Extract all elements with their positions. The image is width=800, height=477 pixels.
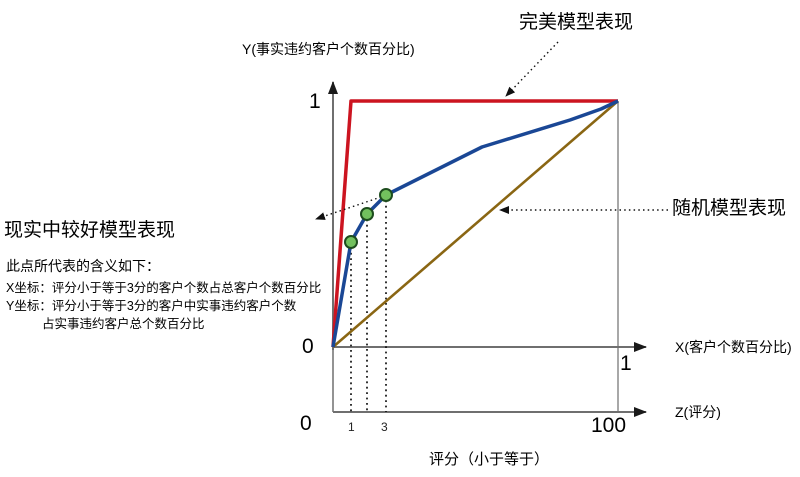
point-meaning-y-line1: Y坐标：评分小于等于3分的客户中实事违约客户个数	[6, 299, 297, 313]
model-point-3	[379, 188, 393, 202]
z-axis-label: Z(评分)	[675, 404, 721, 420]
point-meaning-title: 此点所代表的含义如下：	[6, 258, 160, 274]
point-meaning-x-line: X坐标：评分小于等于3分的客户个数占总客户个数百分比	[6, 281, 322, 295]
random-model-label: 随机模型表现	[672, 198, 787, 219]
realistic-model-label: 现实中较好模型表现	[4, 220, 176, 241]
y-axis-label: Y(事实违约客户个数百分比)	[242, 41, 415, 57]
model-point-2	[360, 207, 374, 221]
point-meaning-y-line2: 占实事违约客户总个数百分比	[42, 317, 205, 331]
perfect-model-curve	[331, 99, 618, 348]
z-axis-tick-3: 3	[381, 420, 388, 434]
score-axis-caption: 评分（小于等于）	[429, 451, 550, 468]
random-model-curve	[332, 100, 619, 348]
model-point-1	[344, 235, 358, 249]
z-axis-tick-100: 100	[591, 414, 627, 437]
z-axis-tick-0: 0	[300, 412, 312, 435]
x-axis-tick-1: 1	[620, 352, 632, 375]
perfect-annotation-arrow	[505, 41, 559, 97]
y-axis-tick-1: 1	[309, 90, 321, 113]
perfect-model-label: 完美模型表现	[519, 12, 634, 33]
origin-tick-0: 0	[302, 335, 314, 358]
z-axis-tick-1: 1	[348, 420, 355, 434]
x-axis-label: X(客户个数百分比)	[675, 339, 792, 355]
realistic-annotation-arrow	[315, 196, 382, 220]
